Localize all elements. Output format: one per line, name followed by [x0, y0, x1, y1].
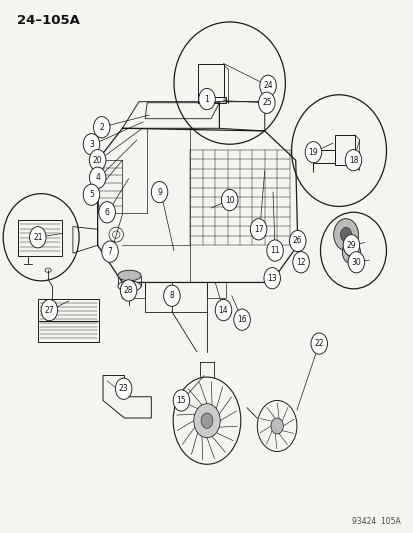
Circle shape	[83, 184, 100, 205]
Circle shape	[99, 201, 115, 223]
Circle shape	[215, 300, 231, 321]
Circle shape	[339, 228, 351, 242]
Text: 22: 22	[314, 339, 323, 348]
Ellipse shape	[320, 212, 386, 289]
Circle shape	[333, 219, 358, 251]
Circle shape	[342, 235, 359, 256]
Circle shape	[89, 167, 106, 188]
Text: 18: 18	[348, 156, 357, 165]
Circle shape	[173, 390, 189, 411]
Text: 6: 6	[104, 208, 109, 217]
Text: 13: 13	[267, 273, 276, 282]
Circle shape	[344, 150, 361, 171]
Circle shape	[250, 219, 266, 240]
Circle shape	[310, 333, 327, 354]
Text: 9: 9	[157, 188, 161, 197]
Text: 10: 10	[224, 196, 234, 205]
Circle shape	[163, 285, 180, 306]
Text: 16: 16	[237, 315, 246, 324]
Circle shape	[193, 403, 220, 438]
Circle shape	[257, 400, 296, 451]
Text: 19: 19	[308, 148, 318, 157]
Circle shape	[263, 268, 280, 289]
Circle shape	[266, 240, 282, 261]
Ellipse shape	[3, 193, 79, 281]
Text: 14: 14	[218, 305, 228, 314]
Text: 24–105A: 24–105A	[17, 14, 80, 27]
Text: 2: 2	[99, 123, 104, 132]
Circle shape	[259, 75, 275, 96]
Text: 11: 11	[270, 246, 279, 255]
Circle shape	[83, 134, 100, 155]
Circle shape	[115, 378, 132, 399]
Circle shape	[89, 150, 106, 171]
Circle shape	[151, 181, 167, 203]
Circle shape	[29, 227, 46, 248]
Text: 25: 25	[261, 98, 271, 107]
Text: 30: 30	[351, 258, 361, 266]
Circle shape	[120, 280, 137, 301]
Text: 3: 3	[89, 140, 94, 149]
Circle shape	[198, 88, 215, 110]
Text: 15: 15	[176, 396, 186, 405]
Text: 23: 23	[119, 384, 128, 393]
Text: 20: 20	[93, 156, 102, 165]
Polygon shape	[103, 375, 151, 418]
Text: 24: 24	[263, 81, 272, 90]
Circle shape	[292, 252, 309, 273]
Circle shape	[41, 300, 57, 321]
Ellipse shape	[173, 22, 285, 144]
Text: 4: 4	[95, 173, 100, 182]
Circle shape	[270, 418, 282, 434]
Text: 28: 28	[123, 286, 133, 295]
Text: 17: 17	[253, 225, 263, 234]
Circle shape	[102, 241, 118, 262]
Circle shape	[289, 230, 305, 252]
Circle shape	[304, 142, 321, 163]
Circle shape	[342, 240, 360, 264]
Text: 5: 5	[89, 190, 94, 199]
Text: 26: 26	[292, 237, 302, 246]
Ellipse shape	[118, 270, 141, 281]
Circle shape	[233, 309, 250, 330]
Circle shape	[93, 117, 110, 138]
Ellipse shape	[291, 95, 386, 206]
Text: 29: 29	[346, 241, 355, 250]
Ellipse shape	[118, 281, 141, 292]
Circle shape	[347, 247, 355, 257]
Text: 7: 7	[107, 247, 112, 256]
Text: 27: 27	[45, 305, 54, 314]
Circle shape	[201, 413, 212, 429]
Text: 93424  105A: 93424 105A	[351, 517, 400, 526]
Circle shape	[347, 252, 364, 273]
Circle shape	[221, 189, 237, 211]
Circle shape	[258, 92, 274, 114]
Text: 21: 21	[33, 233, 43, 242]
Text: 12: 12	[296, 258, 305, 266]
Text: 8: 8	[169, 291, 174, 300]
Text: 1: 1	[204, 94, 209, 103]
Circle shape	[173, 377, 240, 464]
